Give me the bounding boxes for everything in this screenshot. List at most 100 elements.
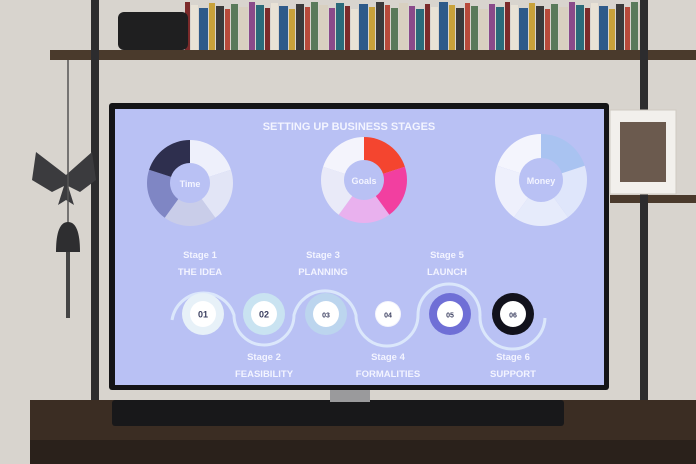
- book: [265, 8, 270, 58]
- stage-name: THE IDEA: [178, 267, 222, 278]
- book: [399, 3, 408, 53]
- stage-timeline: 01 Stage 1 THE IDEA 02 Stage 2 FEASIBILITY 03 S…: [178, 250, 536, 380]
- stage-label: Stage 6: [496, 352, 530, 363]
- photo-frame-picture: [620, 122, 666, 182]
- book: [351, 9, 358, 59]
- book: [209, 3, 215, 53]
- donut-segment: [149, 140, 190, 177]
- book: [456, 8, 464, 58]
- stage-badge: [190, 301, 216, 327]
- stage-label: Stage 5: [430, 250, 465, 261]
- book: [551, 4, 558, 54]
- stage-name: FEASIBILITY: [235, 369, 294, 380]
- stage-name: PLANNING: [298, 267, 348, 278]
- book: [505, 2, 510, 52]
- book: [329, 8, 335, 58]
- book: [599, 6, 608, 56]
- book: [591, 3, 598, 53]
- book: [631, 2, 638, 52]
- book: [239, 7, 248, 57]
- stage-2: 02 Stage 2 FEASIBILITY: [235, 293, 294, 380]
- book: [559, 7, 568, 57]
- book: [449, 5, 455, 55]
- book: [191, 5, 198, 55]
- book: [496, 7, 504, 57]
- book: [511, 5, 518, 55]
- donut-segment: [190, 140, 231, 177]
- stage-name: SUPPORT: [490, 369, 536, 380]
- book: [376, 2, 384, 52]
- donut-segment: [513, 197, 569, 227]
- book: [279, 6, 288, 56]
- book: [585, 8, 590, 58]
- book: [249, 2, 255, 52]
- book: [625, 7, 630, 57]
- book: [199, 8, 208, 58]
- book: [369, 7, 375, 57]
- book: [359, 4, 368, 54]
- book: [616, 4, 624, 54]
- stage-badge: [251, 301, 277, 327]
- donut-segment: [201, 169, 233, 218]
- stage-badge: [500, 301, 526, 327]
- book: [409, 6, 415, 56]
- bookshelf-books: [185, 2, 648, 59]
- book: [391, 8, 398, 58]
- book: [231, 4, 238, 54]
- stage-number: 03: [322, 313, 330, 320]
- donut-charts: Time Goals Money: [146, 134, 587, 227]
- book: [425, 4, 430, 54]
- book: [256, 5, 264, 55]
- book: [536, 6, 544, 56]
- bell-icon: [56, 222, 80, 252]
- stage-name: LAUNCH: [427, 267, 467, 278]
- donut-money: Money: [495, 134, 587, 227]
- donut-label: Time: [180, 179, 201, 189]
- screen-title: SETTING UP BUSINESS STAGES: [263, 121, 436, 133]
- book: [416, 9, 424, 59]
- stage-number: 02: [259, 310, 269, 320]
- donut-goals: Goals: [321, 137, 407, 224]
- stage-label: Stage 2: [247, 352, 281, 363]
- book: [569, 2, 575, 52]
- book: [529, 3, 535, 53]
- book: [519, 8, 528, 58]
- book: [289, 9, 295, 59]
- book: [465, 3, 470, 53]
- stage-label: Stage 3: [306, 250, 340, 261]
- stage-number: 01: [198, 310, 208, 320]
- book: [305, 7, 310, 57]
- stage-label: Stage 1: [183, 250, 218, 261]
- donut-segment: [497, 134, 541, 174]
- donut-segment: [321, 166, 353, 215]
- camera: [118, 12, 188, 50]
- book: [345, 6, 350, 56]
- side-shelf: [610, 195, 696, 203]
- book: [319, 5, 328, 55]
- donut-label: Goals: [351, 176, 376, 186]
- book: [489, 4, 495, 54]
- book: [431, 7, 438, 57]
- shelf-pole-right: [640, 0, 648, 464]
- book: [336, 3, 344, 53]
- book: [225, 9, 230, 59]
- stage-5: 05 Stage 5 LAUNCH: [427, 250, 471, 335]
- book: [439, 2, 448, 52]
- book: [311, 2, 318, 52]
- stage-3: 03 Stage 3 PLANNING: [298, 250, 348, 335]
- donut-segment: [338, 196, 390, 224]
- butterfly-ornament: [32, 152, 96, 205]
- stage-1: 01 Stage 1 THE IDEA: [178, 250, 224, 335]
- stage-badge: [313, 301, 339, 327]
- shelf-pole-left: [91, 0, 99, 464]
- donut-segment: [364, 137, 405, 174]
- book: [385, 5, 390, 55]
- book: [216, 6, 224, 56]
- top-shelf: [50, 50, 696, 60]
- book: [609, 9, 615, 59]
- book: [576, 5, 584, 55]
- stage-badge: [437, 301, 463, 327]
- stage-4: 04 Stage 4 FORMALITIES: [356, 301, 420, 380]
- donut-time: Time: [146, 140, 233, 227]
